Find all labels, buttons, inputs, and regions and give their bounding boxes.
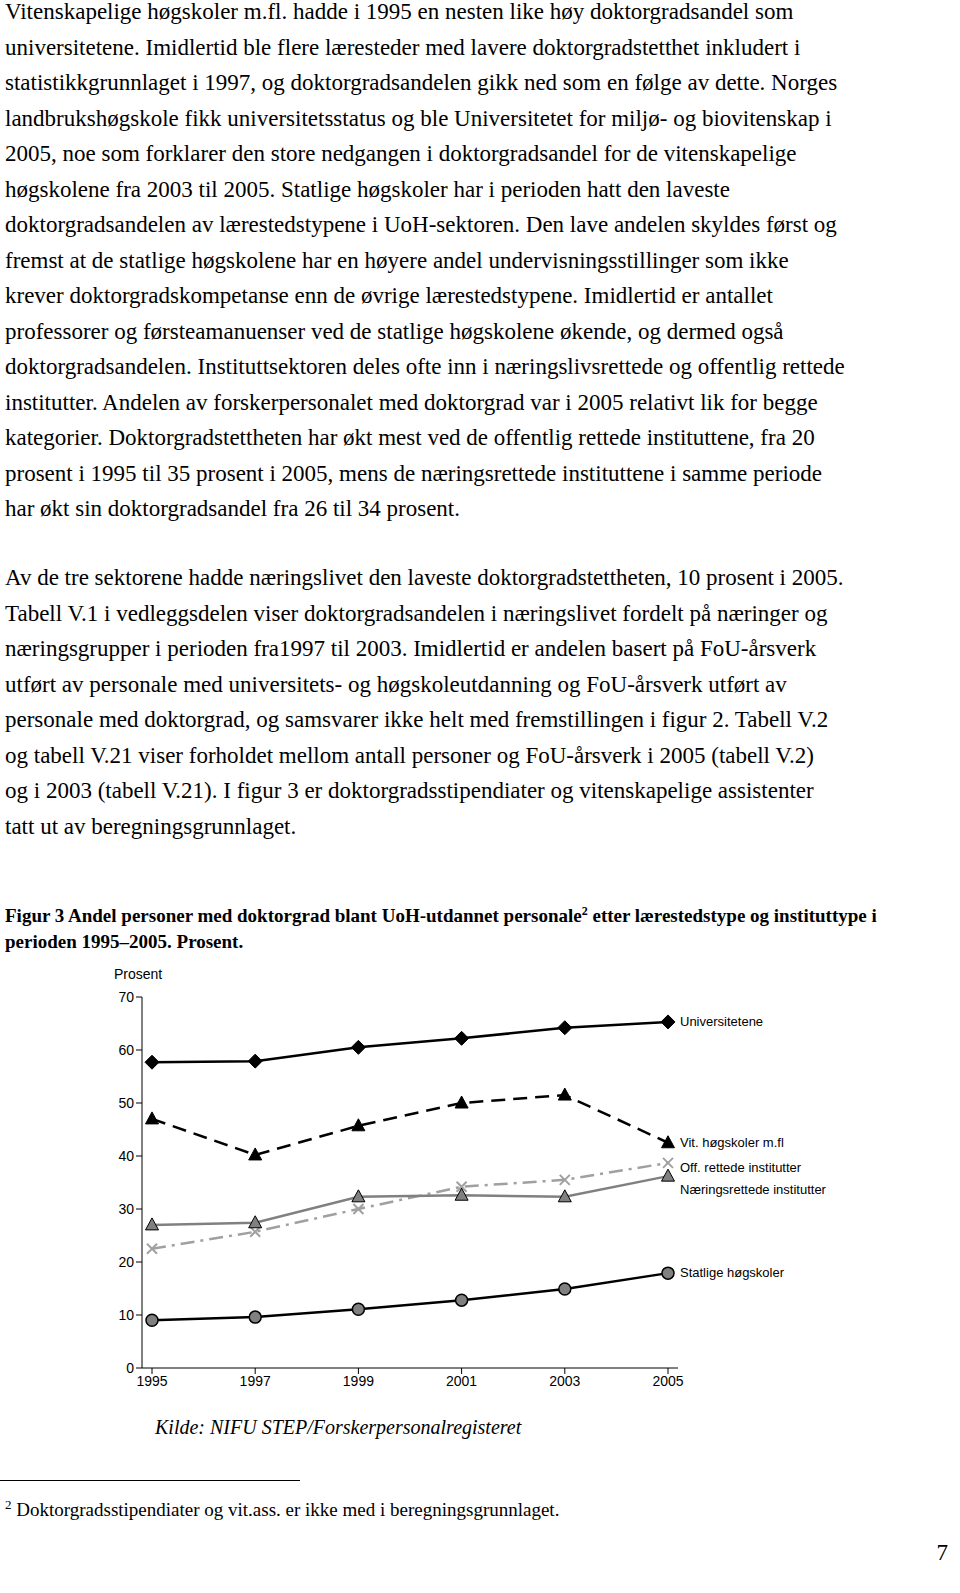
html-text:har økt sin doktorgradsandel f: har økt sin doktorgradsandel fra 26 til … (5, 496, 460, 521)
html-text:universitetene. Imidlertid ble: universitetene. Imidlertid ble flere lær… (5, 34, 801, 60)
html-text:2005, noe som forklarer den st: 2005, noe som forklarer den store nedgan… (5, 141, 797, 166)
svg-text:60: 60 (118, 1042, 134, 1058)
html-text:tatt ut av beregningsgrunnlage: tatt ut av beregningsgrunnlaget. (5, 813, 297, 839)
html-text:og i 2003 (tabell V.21). I fig: og i 2003 (tabell V.21). I figur 3 er do… (5, 778, 814, 803)
svg-text:10: 10 (118, 1307, 134, 1323)
html-text:og tabell V.21 viser forholdet: og tabell V.21 viser forholdet mellom an… (5, 742, 814, 768)
svg-text:1997: 1997 (240, 1373, 271, 1389)
html-text:høgskolene fra 2003 til 2005.: høgskolene fra 2003 til 2005. Statlige h… (5, 176, 730, 202)
html-text:institutter. Andelen av forske: institutter. Andelen av forskerpersonale… (5, 389, 818, 415)
svg-text:2003: 2003 (549, 1373, 580, 1389)
html-text:statistikkgrunnlaget i 1997, o: statistikkgrunnlaget i 1997, og doktorgr… (5, 70, 838, 95)
svg-text:2001: 2001 (446, 1373, 477, 1389)
html-text:Figur 3 Andel personer med dok: Figur 3 Andel personer med doktorgrad bl… (5, 904, 877, 953)
svg-text:Off. rettede institutter: Off. rettede institutter (680, 1160, 802, 1175)
svg-text:1995: 1995 (136, 1373, 167, 1389)
svg-text:50: 50 (118, 1095, 134, 1111)
svg-text:Universitetene: Universitetene (680, 1014, 763, 1029)
html-text:Vitenskapelige høgskoler m.fl.: Vitenskapelige høgskoler m.fl. hadde i 1… (5, 0, 794, 24)
html-text:2 Doktorgradsstipendiater og v: 2 Doktorgradsstipendiater og vit.ass. er… (5, 1497, 560, 1521)
html-text:landbrukshøgskole fikk univers: landbrukshøgskole fikk universitetsstatu… (5, 105, 832, 131)
html-text:utført av personale med univer: utført av personale med universitets- og… (5, 671, 787, 697)
svg-text:Næringsrettede institutter: Næringsrettede institutter (680, 1182, 827, 1197)
svg-text:2005: 2005 (652, 1373, 683, 1389)
svg-text:40: 40 (118, 1148, 134, 1164)
svg-text:30: 30 (118, 1201, 134, 1217)
svg-text:Vit. høgskoler m.fl: Vit. høgskoler m.fl (680, 1135, 784, 1150)
html-text:krever doktorgradskompetanse e: krever doktorgradskompetanse enn de øvri… (5, 283, 773, 308)
html-text:Tabell V.1 i vedleggsdelen vis: Tabell V.1 i vedleggsdelen viser doktorg… (5, 600, 828, 626)
svg-text:70: 70 (118, 989, 134, 1005)
html-text:professorer og førsteamanuense: professorer og førsteamanuenser ved de s… (5, 318, 784, 344)
html-text:7: 7 (936, 1540, 948, 1565)
svg-text:0: 0 (126, 1360, 134, 1376)
html-text:doktorgradsandelen. Institutts: doktorgradsandelen. Instituttsektoren de… (5, 354, 845, 379)
html-text:prosent i 1995 til 35 prosent: prosent i 1995 til 35 prosent i 2005, me… (5, 460, 822, 486)
html-text:Kilde: NIFU STEP/Forskerperson: Kilde: NIFU STEP/Forskerpersonalregister… (155, 1416, 522, 1438)
html-text:Prosent: Prosent (114, 966, 163, 982)
svg-text:20: 20 (118, 1254, 134, 1270)
html-text:næringsgrupper i perioden fra1: næringsgrupper i perioden fra1997 til 20… (5, 636, 817, 661)
svg-text:1999: 1999 (343, 1373, 374, 1389)
html-text:doktorgradsandelen av lærested: doktorgradsandelen av lærestedstypene i … (5, 212, 837, 237)
html-text:Av de tre sektorene hadde næri: Av de tre sektorene hadde næringslivet d… (5, 565, 844, 590)
html-text:kategorier. Doktorgradstetthet: kategorier. Doktorgradstettheten har økt… (5, 425, 815, 450)
html-text:personale med doktorgrad, og s: personale med doktorgrad, og samsvarer i… (5, 707, 829, 732)
html-text:fremst at de statlige høgskole: fremst at de statlige høgskolene har en … (5, 247, 789, 273)
svg-text:Statlige høgskoler: Statlige høgskoler (680, 1265, 785, 1280)
